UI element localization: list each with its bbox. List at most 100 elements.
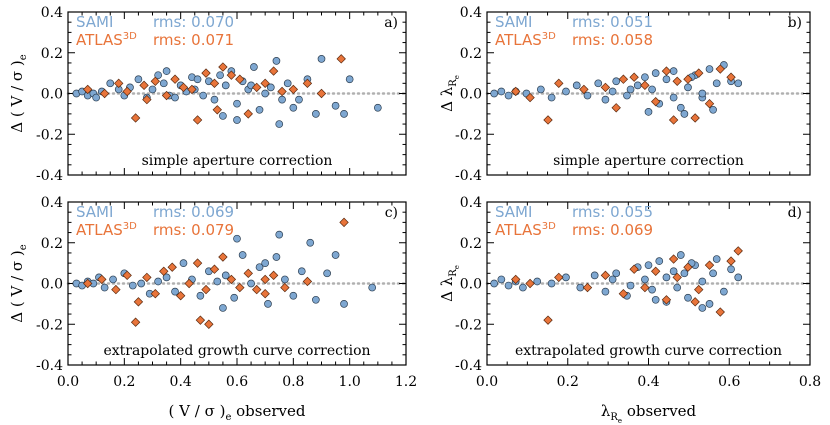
y-axis-label-main: Δ λ <box>438 86 456 112</box>
atlas3d-point <box>683 262 693 272</box>
sami-point <box>275 120 284 128</box>
y-tick-label: 0.2 <box>41 236 63 252</box>
sami-point <box>278 95 286 104</box>
atlas3d-point <box>704 260 715 270</box>
x-tick-label: 0.2 <box>557 374 579 390</box>
sami-point <box>272 57 281 65</box>
sami-point <box>109 275 117 284</box>
sami-point <box>497 87 506 96</box>
sami-point <box>734 79 743 88</box>
sami-point <box>709 105 717 114</box>
y-axis-label-subsub: e <box>453 75 461 79</box>
atlas3d-point <box>260 78 270 89</box>
sami-point <box>264 300 272 308</box>
sami-point <box>171 93 179 102</box>
atlas3d-point <box>600 270 611 281</box>
atlas3d-point <box>130 113 141 123</box>
sami-point <box>705 65 714 73</box>
atlas3d-point <box>226 70 237 80</box>
atlas3d-point <box>650 266 661 276</box>
sami-point <box>547 93 556 102</box>
sami-point <box>651 69 660 77</box>
y-tick-label: -0.2 <box>36 127 63 143</box>
atlas3d-point <box>715 307 725 317</box>
atlas3d-point <box>611 103 621 113</box>
sami-point <box>230 293 239 302</box>
atlas3d-point <box>618 74 629 84</box>
sami-point <box>562 273 570 282</box>
atlas3d-point <box>554 78 564 89</box>
sami-point <box>297 267 306 276</box>
x-axis-label-sub: R <box>610 412 618 423</box>
sami-point <box>134 75 143 84</box>
sami-point <box>504 91 513 100</box>
sami-point <box>213 277 222 286</box>
panel-annotation: simple aperture correction <box>142 153 333 169</box>
y-tick-label: -0.2 <box>455 317 482 333</box>
legend-sami-name: SAMI <box>495 203 532 221</box>
sami-point <box>210 95 219 104</box>
atlas3d-point <box>195 315 206 325</box>
atlas3d-point <box>192 258 203 268</box>
atlas3d-point <box>161 90 172 101</box>
atlas3d-point <box>209 264 220 274</box>
atlas3d-point <box>525 278 535 289</box>
atlas3d-point <box>268 270 279 281</box>
legend-sami: SAMI rms: 0.070 <box>76 13 234 31</box>
sami-point <box>673 283 682 292</box>
atlas3d-point <box>554 272 564 283</box>
panel-letter: c) <box>385 205 398 221</box>
sami-point <box>233 116 241 124</box>
sami-point <box>676 103 685 112</box>
atlas3d-point <box>543 315 553 325</box>
sami-point <box>266 83 275 92</box>
sami-point <box>633 81 642 90</box>
y-tick-label: 0.2 <box>41 46 63 62</box>
sami-point <box>684 83 692 92</box>
sami-point <box>662 75 671 84</box>
legend-sami-rms-label: rms: <box>153 13 191 31</box>
sami-point <box>594 79 603 88</box>
sami-point <box>154 71 162 80</box>
y-axis-label: Δ ( V / σ )e <box>8 244 29 323</box>
panel-c: 0.40.20.0-0.2-0.40.0 0.2 0.4 0.6 0.8 1.0 1.2SA… <box>8 195 417 423</box>
y-tick-label: 0.0 <box>41 277 63 293</box>
atlas3d-point <box>672 76 682 86</box>
sami-point <box>171 287 179 296</box>
legend-sami-rms-label: rms: <box>572 203 610 221</box>
sami-point <box>306 238 315 247</box>
y-axis-label: Δ λRe <box>438 265 461 302</box>
atlas3d-point <box>252 82 262 93</box>
sami-point <box>289 291 298 300</box>
sami-point <box>196 291 205 300</box>
sami-point <box>289 103 298 112</box>
plot-frame <box>67 201 407 366</box>
atlas3d-point <box>629 72 639 82</box>
sami-point <box>648 285 656 294</box>
x-axis-label-suffix: observed <box>622 402 696 420</box>
sami-point <box>233 234 241 243</box>
atlas3d-point <box>260 288 270 299</box>
sami-point <box>255 263 264 272</box>
sami-point <box>648 85 656 94</box>
x-axis-label-main: λ <box>601 402 611 420</box>
y-tick-label: 0.4 <box>41 195 63 211</box>
atlas3d-point <box>218 252 228 262</box>
y-tick-label: -0.2 <box>36 317 63 333</box>
y-tick-label: 0.0 <box>460 87 482 103</box>
atlas3d-point <box>260 274 270 285</box>
atlas3d-point <box>629 264 639 274</box>
atlas3d-point <box>142 94 152 105</box>
sami-point <box>373 103 382 112</box>
sami-point <box>219 304 227 312</box>
sami-point <box>137 279 146 288</box>
atlas3d-point <box>175 291 186 301</box>
sami-point <box>193 75 202 84</box>
panel-b: 0.4 0.2 0.0 -0.2 -0.4 SAMI rms: 0.051 ATLAS3D rm… <box>438 5 812 184</box>
x-axis-label-suffix: observed <box>231 402 305 420</box>
legend-atlas-sup: 3D <box>123 221 137 232</box>
atlas3d-point <box>97 274 107 285</box>
sami-point <box>709 269 717 278</box>
legend-sami-rms-value: 0.069 <box>191 203 234 221</box>
